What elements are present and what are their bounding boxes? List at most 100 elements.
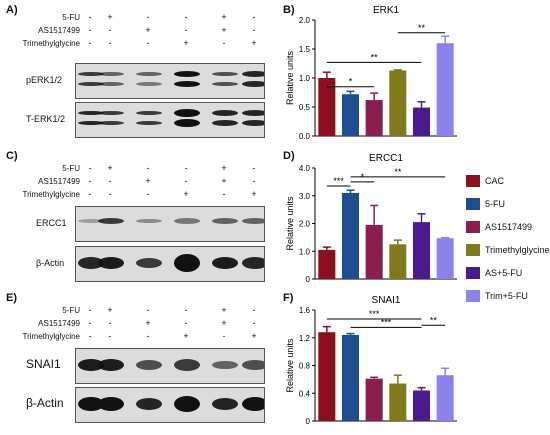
blot-band [98,257,124,269]
chart-legend: CAC 5-FU AS1517499 Trimethylglycine AS+5-FU T… [466,175,550,325]
bar [436,43,454,137]
blot-label-terk: T-ERK1/2 [26,114,66,124]
treatment-sign: + [221,318,227,328]
treatment-sign: + [221,305,227,315]
legend-swatch [466,221,480,233]
y-tick-label: 1.6 [299,306,311,315]
y-tick-label: 0.4 [299,389,311,398]
treatment-sign: + [221,12,227,22]
treatment-sign: - [252,176,256,186]
blot-actin-c [75,246,268,282]
chart-title: ERCC1 [369,153,403,164]
chart-title: SNAI1 [372,295,401,306]
bar [318,249,336,279]
blot-band [212,361,238,369]
y-tick-label: 1.0 [299,74,311,83]
bar [436,375,454,421]
blot-band [174,359,200,371]
blot-band [212,110,238,116]
blot-band [78,121,104,125]
blot-band [98,82,124,86]
blot-label-perk: pERK1/2 [26,75,63,85]
blot-band [78,219,104,223]
legend-label: CAC [485,176,505,186]
treatment-sign: - [222,38,226,48]
significance-label: *** [333,176,344,186]
y-axis-label: Relative units [285,196,295,251]
treatment-sign: - [252,163,256,173]
blot-band [212,120,238,126]
bar [412,222,431,279]
panel-label-c: C) [6,150,18,162]
y-tick-label: 0 [306,275,311,284]
legend-swatch [466,198,480,210]
blot-band [98,359,124,371]
blot-band [174,396,200,412]
treatment-sign: + [107,12,113,22]
treatment-sign: - [88,176,92,186]
treatment-sign: - [184,25,188,35]
treatment-sign: - [88,163,92,173]
legend-label: AS+5-FU [485,268,523,278]
bar [389,70,407,136]
treatment-label-as: AS1517499 [38,177,80,186]
blot-band [242,257,268,269]
bar [389,383,407,421]
blot-band [78,72,104,76]
significance-label: *** [381,317,392,327]
blot-band [174,119,200,127]
treatment-sign: - [146,331,150,341]
treatment-sign: - [108,331,112,341]
bar [341,334,360,421]
blot-snai1 [75,348,268,384]
blot-band [212,257,238,269]
y-tick-label: 4.0 [299,164,311,173]
treatment-sign: - [108,189,112,199]
significance-label: * [349,77,353,87]
treatment-sign: + [107,163,113,173]
blot-label-actin-e: β-Actin [26,396,64,410]
treatment-sign: + [183,189,189,199]
treatment-label-as: AS1517499 [38,319,80,328]
y-tick-label: 0.5 [299,103,311,112]
treatment-sign: - [88,305,92,315]
blot-band [242,110,268,116]
blot-band [212,218,238,224]
y-tick-label: 2.0 [299,16,311,25]
treatment-sign: + [221,163,227,173]
treatment-sign: - [146,305,150,315]
blot-label-ercc1: ERCC1 [36,218,67,228]
blot-band [78,111,104,115]
blot-band [174,109,200,117]
y-tick-label: 0.8 [299,362,311,371]
blot-band [174,71,200,77]
treatment-sign: - [252,305,256,315]
treatment-label-tm: Trimethylglycine [22,332,81,341]
blot-band [242,397,268,411]
blot-band [242,81,268,87]
panel-label-e: E) [6,292,17,304]
treatment-sign: + [251,38,257,48]
panel-label-d: D) [283,150,295,162]
blot-terk [75,102,268,138]
treatment-sign: + [183,38,189,48]
y-tick-label: 3.0 [299,192,311,201]
treatment-sign: - [108,318,112,328]
blot-band [98,121,124,125]
blot-band [78,82,104,86]
blot-band [98,111,124,115]
blot-band [242,218,268,224]
significance-label: ** [394,167,402,177]
treatment-sign: - [88,12,92,22]
blot-band [136,72,162,76]
legend-swatch [466,244,480,256]
treatment-sign: - [146,189,150,199]
treatment-sign: + [251,189,257,199]
blot-band [136,121,162,125]
treatment-label-fu: 5-FU [62,164,80,173]
treatment-sign: - [222,331,226,341]
bar [365,378,383,421]
treatment-sign: + [251,331,257,341]
